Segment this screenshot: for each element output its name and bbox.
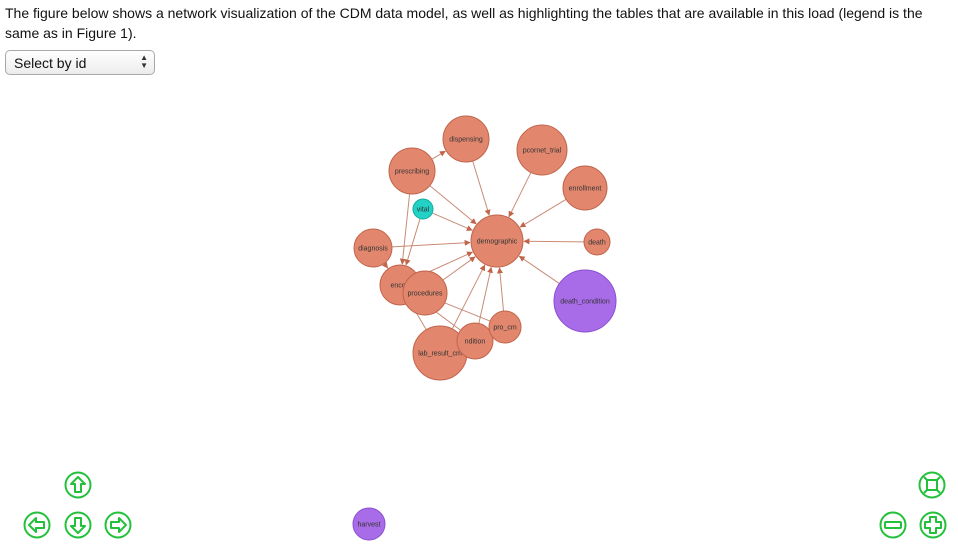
node-vital[interactable]: vital [413,199,433,219]
edge-prescribing-to-demographic [430,186,476,224]
node-label: death [588,240,606,247]
node-layer: dispensing pcornet_trial prescribing enroll… [353,116,616,540]
zoom-in-icon [919,511,947,539]
edge-diagnosis-to-encounter [384,263,387,268]
node-label: ndition [465,339,486,346]
node-harvest[interactable]: harvest [353,508,385,540]
node-label: enrollment [569,186,602,193]
node-label: lab_result_cm [418,351,462,358]
edge-condition-to-demographic [479,267,491,323]
arrow-left-icon [23,511,51,539]
zoom-extends-icon [918,471,946,499]
zoom-extends-button[interactable] [918,471,946,499]
node-pcornet_trial[interactable]: pcornet_trial [517,125,567,175]
nav-up-button[interactable] [64,471,92,499]
node-procedures[interactable]: procedures [403,271,447,315]
arrow-down-icon [64,511,92,539]
node-death_condition[interactable]: death_condition [554,270,616,332]
edge-vital-to-encounter [406,219,420,265]
nav-right-button[interactable] [104,511,132,539]
node-label: diagnosis [358,246,388,253]
edge-pro_cm-to-demographic [500,268,504,311]
zoom-out-icon [879,511,907,539]
node-enrollment[interactable]: enrollment [563,166,607,210]
edge-death-to-demographic [524,241,584,242]
zoom-in-button[interactable] [919,511,947,539]
edge-prescribing-to-encounter [402,194,409,264]
node-diagnosis[interactable]: diagnosis [354,229,392,267]
node-label: harvest [358,522,381,529]
edge-death_condition-to-demographic [519,256,559,283]
nav-left-button[interactable] [23,511,51,539]
node-label: prescribing [395,169,429,176]
node-label: pro_cm [493,325,517,332]
arrow-right-icon [104,511,132,539]
node-label: procedures [407,291,443,298]
node-prescribing[interactable]: prescribing [389,148,435,194]
node-label: pcornet_trial [523,148,562,155]
node-death[interactable]: death [584,229,610,255]
nav-down-button[interactable] [64,511,92,539]
edge-prescribing-to-dispensing [432,151,446,159]
edge-procedures-to-demographic [443,257,475,280]
node-condition[interactable]: ndition [457,323,493,359]
node-pro_cm[interactable]: pro_cm [489,311,521,343]
node-label: vital [417,207,430,214]
node-label: dispensing [449,137,483,144]
node-demographic[interactable]: demographic [471,215,523,267]
node-label: demographic [477,239,518,246]
node-label: death_condition [560,299,610,306]
node-dispensing[interactable]: dispensing [443,116,489,162]
edge-enrollment-to-demographic [520,199,566,227]
arrow-up-icon [64,471,92,499]
zoom-out-button[interactable] [879,511,907,539]
edge-pcornet_trial-to-demographic [509,172,531,216]
edge-dispensing-to-demographic [473,161,489,215]
